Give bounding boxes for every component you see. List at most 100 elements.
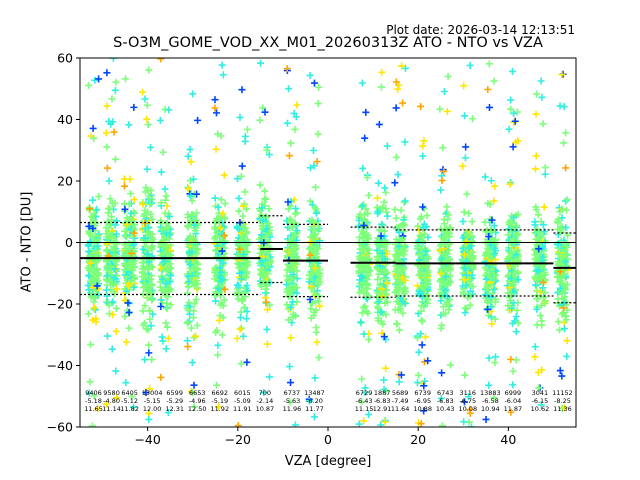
data-point [399, 99, 407, 107]
data-point [539, 120, 547, 128]
data-point [461, 264, 469, 272]
data-point [111, 265, 119, 273]
data-point [460, 251, 468, 259]
bin-annotation: 11.91 [233, 405, 252, 413]
data-point [312, 265, 320, 273]
bin-annotation: 11.77 [305, 405, 324, 413]
data-point [536, 312, 544, 320]
data-point [375, 120, 383, 128]
data-point [505, 125, 513, 133]
data-point [139, 307, 147, 315]
data-point [553, 273, 561, 281]
data-point [380, 333, 388, 341]
data-point [383, 269, 391, 277]
data-point [167, 285, 175, 293]
data-point [144, 291, 152, 299]
data-point [392, 236, 400, 244]
data-point [509, 381, 517, 389]
data-point [484, 244, 492, 252]
data-point [463, 190, 471, 198]
x-tick-label: 0 [324, 432, 332, 447]
data-point [283, 301, 291, 309]
data-point [108, 345, 116, 353]
data-point [157, 199, 165, 207]
data-point [144, 121, 152, 129]
data-point [286, 398, 294, 406]
data-point [243, 315, 251, 323]
data-point [485, 252, 493, 260]
data-point [161, 196, 169, 204]
bin-annotation: 6999 [505, 389, 522, 397]
data-point [399, 263, 407, 271]
data-point [445, 229, 453, 237]
data-point [217, 132, 225, 140]
data-point [305, 278, 313, 286]
data-point [239, 264, 247, 272]
data-point [130, 403, 138, 411]
data-point [236, 113, 244, 121]
data-point [417, 102, 425, 110]
data-point [164, 334, 172, 342]
data-point [461, 309, 469, 317]
y-tick-label: 40 [57, 112, 73, 127]
data-point [188, 389, 196, 397]
data-point [358, 375, 366, 383]
data-point [382, 189, 390, 197]
data-point [147, 143, 155, 151]
data-point [190, 403, 198, 411]
data-point [510, 109, 518, 117]
data-point [187, 158, 195, 166]
data-point [191, 221, 199, 229]
data-point [421, 272, 429, 280]
data-point [484, 86, 492, 94]
data-point [289, 239, 297, 247]
data-point [417, 330, 425, 338]
bin-annotation: 5689 [392, 389, 409, 397]
data-point [373, 253, 381, 261]
data-point [424, 233, 432, 241]
data-point [111, 155, 119, 163]
data-point [216, 292, 224, 300]
data-point [111, 86, 119, 94]
data-point [192, 332, 200, 340]
data-point [360, 279, 368, 287]
data-point [469, 283, 477, 291]
data-point [259, 104, 267, 112]
data-point [293, 289, 301, 297]
data-point [219, 209, 227, 217]
data-point [105, 301, 113, 309]
data-point [445, 306, 453, 314]
data-point [310, 231, 318, 239]
data-point [265, 205, 273, 213]
data-point [490, 77, 498, 85]
data-point [462, 143, 470, 151]
data-point [283, 119, 291, 127]
data-point [508, 218, 516, 226]
bin-annotation: 6737 [284, 389, 301, 397]
data-point [465, 210, 473, 218]
data-point [460, 208, 468, 216]
data-point [313, 158, 321, 166]
data-point [413, 379, 421, 387]
data-point [490, 285, 498, 293]
data-point [285, 85, 293, 93]
data-point [540, 293, 548, 301]
data-point [125, 217, 133, 225]
data-point [157, 373, 165, 381]
data-point [359, 200, 367, 208]
y-tick-label: −60 [47, 420, 73, 435]
data-point [395, 378, 403, 386]
data-point [257, 231, 265, 239]
bin-annotation: 3116 [460, 389, 477, 397]
plot-date: Plot date: 2026-03-14 12:13:51 [386, 23, 575, 37]
data-point [261, 195, 269, 203]
data-point [533, 305, 541, 313]
data-point [89, 196, 97, 204]
data-point [440, 220, 448, 228]
data-point [484, 305, 492, 313]
data-point [512, 313, 520, 320]
data-point [286, 217, 294, 225]
data-point [125, 282, 133, 290]
data-point [380, 385, 388, 393]
